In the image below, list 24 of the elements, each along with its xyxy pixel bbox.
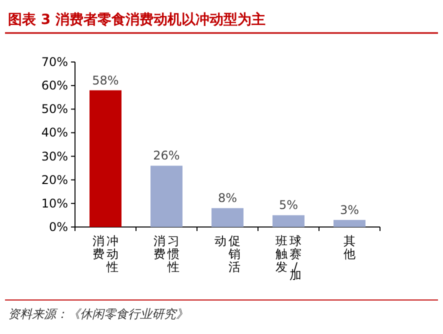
data-label: 26% <box>153 148 180 163</box>
text: 资料来源：《休闲零食行业研究》 <box>8 307 188 321</box>
bar <box>212 208 244 227</box>
bar <box>90 90 122 227</box>
y-tick-label: 30% <box>41 149 68 164</box>
data-label: 3% <box>340 202 360 217</box>
x-tick-label: 其他 <box>344 234 356 261</box>
x-tick-label: 冲动性消费 <box>92 234 118 274</box>
y-tick-label: 0% <box>48 220 68 234</box>
y-tick-label: 60% <box>41 78 68 93</box>
bar <box>334 220 366 227</box>
data-label: 5% <box>278 198 298 212</box>
y-tick-label: 50% <box>41 102 68 116</box>
y-tick-label: 20% <box>41 172 68 187</box>
data-label: 58% <box>92 73 119 88</box>
bar <box>272 215 304 227</box>
y-tick-label: 40% <box>41 126 68 140</box>
x-tick-label: 习惯性消费 <box>154 234 180 274</box>
data-label: 8% <box>218 191 238 206</box>
x-tick-label: 促销活动 <box>214 234 240 274</box>
bar <box>150 166 182 227</box>
chart-title: 图表 3 消费者零食消费动机以冲动型为主 <box>8 11 266 28</box>
y-tick-label: 10% <box>41 196 68 210</box>
y-tick-label: 70% <box>41 55 68 69</box>
